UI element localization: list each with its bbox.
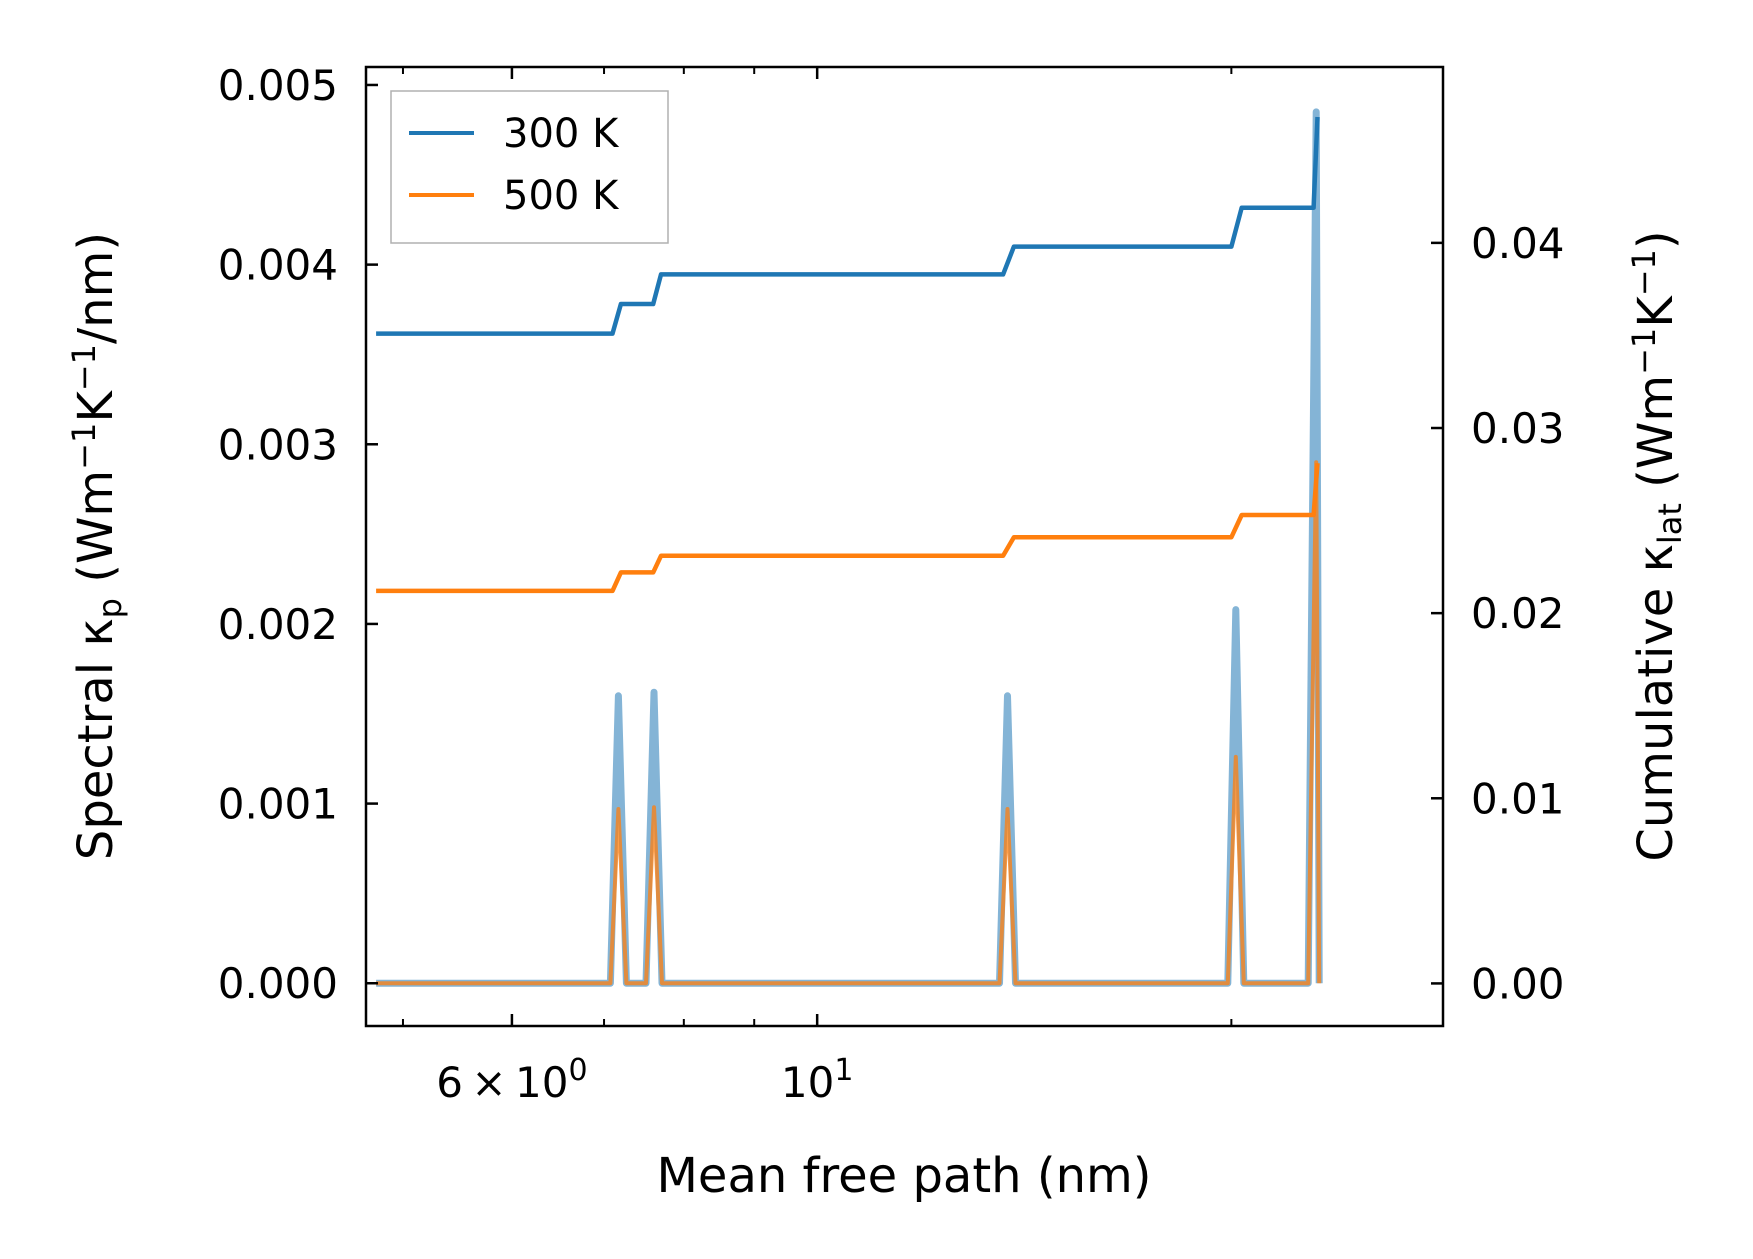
right-y-title-part: K <box>1628 295 1684 328</box>
left-y-tick-label: 0.001 <box>218 780 338 829</box>
cumulative-line-300k <box>376 116 1320 336</box>
tick-labels: 0.000 0.001 0.002 0.003 0.004 0.005 0.00 0.01 0.… <box>218 61 1565 1107</box>
left-y-tick-label: 0.002 <box>218 600 338 649</box>
spectral-series-group <box>376 108 1323 987</box>
right-y-axis-title: Cumulative κlat (Wm−1K−1) <box>1625 230 1689 861</box>
right-y-tick-label: 0.02 <box>1471 589 1565 638</box>
x-axis-title: Mean free path (nm) <box>657 1148 1152 1204</box>
legend-label-300k: 300 K <box>503 111 620 157</box>
legend-label-500k: 500 K <box>503 173 620 219</box>
cumulative-line-500k <box>376 463 1320 594</box>
x-tick-label: 6 × 100 <box>436 1053 587 1107</box>
plot-frame <box>364 65 1445 1028</box>
left-y-title-superscript: −1 <box>65 423 103 470</box>
axis-ticks <box>366 67 1443 1026</box>
right-y-tick-label: 0.00 <box>1471 959 1565 1008</box>
left-y-title-part: (Wm <box>68 470 124 598</box>
legend: 300 K 500 K <box>390 90 669 244</box>
right-y-title-part: (Wm <box>1628 375 1684 503</box>
left-y-title-part: /nm) <box>68 232 124 344</box>
left-y-title-superscript: −1 <box>65 344 103 391</box>
right-y-title-part: Cumulative κ <box>1628 544 1684 862</box>
right-y-title-part: ) <box>1628 230 1684 249</box>
right-y-title-superscript: −1 <box>1625 249 1663 296</box>
right-y-tick-label: 0.01 <box>1471 774 1565 823</box>
right-y-title-superscript: −1 <box>1625 328 1663 375</box>
spectral-line-500k <box>376 460 1322 986</box>
right-y-title-subscript: lat <box>1651 503 1689 544</box>
left-y-title-part: Spectral κ <box>68 618 124 860</box>
left-y-tick-label: 0.003 <box>218 420 338 469</box>
cumulative-series-group <box>376 116 1320 594</box>
left-y-tick-label: 0.000 <box>218 959 338 1008</box>
left-y-title-subscript: p <box>91 598 129 618</box>
x-tick-label: 101 <box>781 1053 854 1107</box>
right-y-tick-label: 0.04 <box>1471 219 1565 268</box>
left-y-axis-title: Spectral κp (Wm−1K−1/nm) <box>65 232 129 860</box>
left-y-title-part: K <box>68 390 124 423</box>
legend-box <box>390 90 669 244</box>
right-y-tick-label: 0.03 <box>1471 404 1565 453</box>
left-y-tick-label: 0.004 <box>218 241 338 290</box>
left-y-tick-label: 0.005 <box>218 61 338 110</box>
